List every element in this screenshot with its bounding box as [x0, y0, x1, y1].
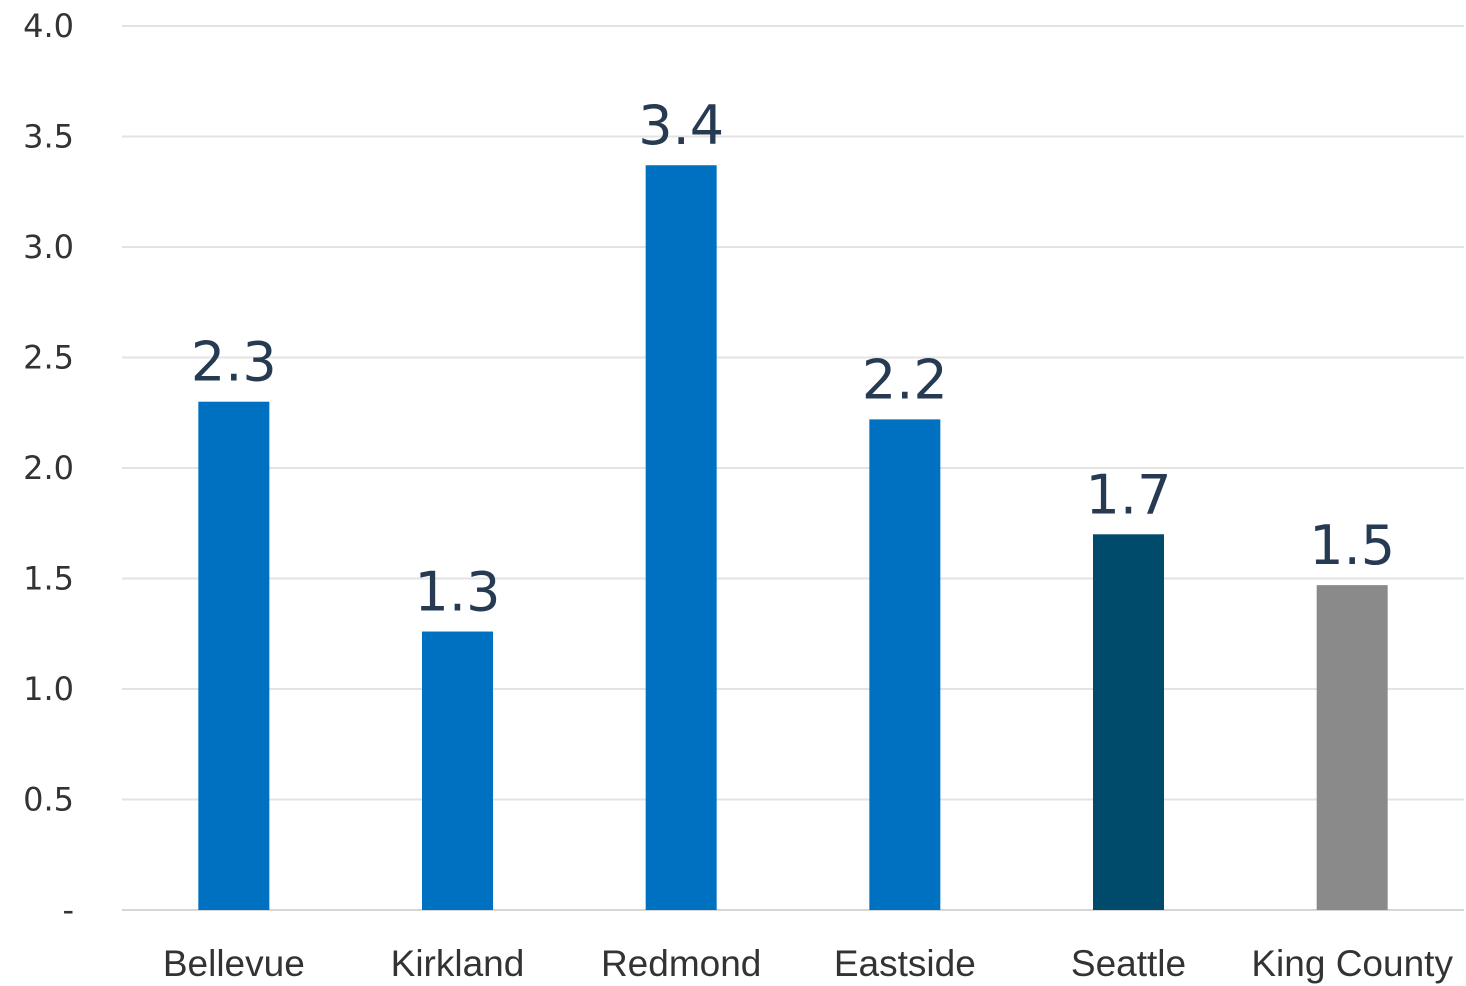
- x-tick-label: Seattle: [1071, 943, 1186, 984]
- x-tick-label: Bellevue: [163, 943, 305, 984]
- x-axis-tick-labels: Bellevue Kirkland Redmond Eastside Seattle Ki…: [163, 943, 1454, 984]
- bar: [422, 631, 493, 910]
- y-tick-label: 4.0: [23, 7, 74, 45]
- y-tick-label: 2.0: [23, 449, 74, 487]
- x-tick-label: Eastside: [834, 943, 976, 984]
- bar: [869, 419, 941, 910]
- y-tick-label: 1.5: [23, 560, 74, 598]
- data-label: 3.4: [638, 94, 724, 157]
- x-tick-label: King County: [1251, 943, 1453, 984]
- data-label: 2.3: [191, 331, 277, 394]
- data-label: 2.2: [862, 348, 948, 411]
- y-tick-label: 2.5: [23, 339, 74, 377]
- data-label: 1.7: [1086, 463, 1172, 526]
- gridlines: [122, 25, 1464, 911]
- data-label: 1.3: [415, 561, 501, 624]
- y-tick-label: 1.0: [23, 670, 74, 708]
- data-label: 1.5: [1309, 514, 1395, 577]
- bar: [645, 165, 717, 911]
- bar: [1093, 534, 1164, 910]
- y-tick-label: 0.5: [23, 781, 74, 819]
- x-tick-label: Kirkland: [391, 943, 525, 984]
- bar: [1316, 585, 1388, 910]
- y-tick-label: -: [62, 891, 74, 929]
- y-axis-tick-labels: - 0.5 1.0 1.5 2.0 2.5 3.0 3.5 4.0: [23, 7, 74, 929]
- data-labels: 2.3 1.3 3.4 2.2 1.7 1.5: [191, 94, 1395, 623]
- y-tick-label: 3.0: [23, 228, 74, 266]
- bar: [198, 401, 270, 910]
- y-tick-label: 3.5: [23, 118, 74, 156]
- x-tick-label: Redmond: [601, 943, 761, 984]
- bars: [198, 165, 1388, 911]
